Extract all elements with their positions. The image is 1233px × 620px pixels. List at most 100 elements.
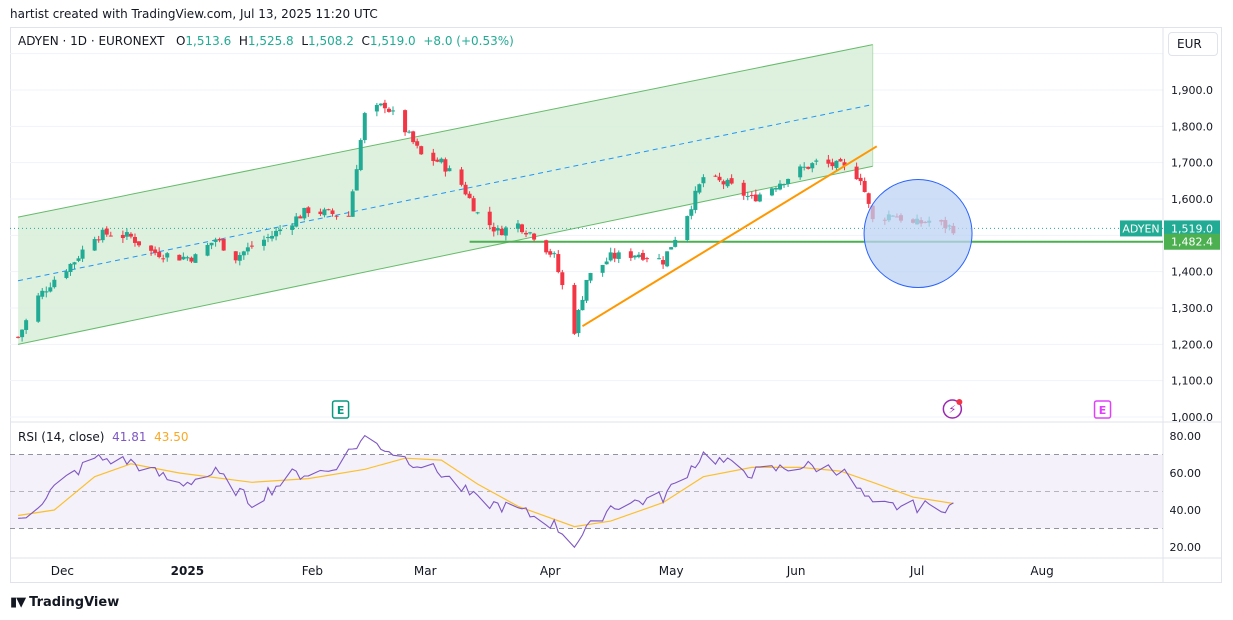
candle-body <box>249 245 254 247</box>
candle-body <box>266 237 271 239</box>
candle-body <box>241 251 246 256</box>
candle-body <box>685 216 690 241</box>
candle-body <box>814 160 819 162</box>
candle-body <box>350 191 355 217</box>
rsi-title: RSI (14, close) <box>18 430 105 444</box>
candle-body <box>459 169 464 185</box>
time-tick-label: 2025 <box>171 564 204 578</box>
candle-body <box>161 258 166 260</box>
candle-body <box>842 162 847 166</box>
candle-body <box>866 193 871 204</box>
candle-body <box>673 239 678 247</box>
candle-body <box>435 159 440 162</box>
candle-body <box>588 273 593 281</box>
candle-body <box>358 140 363 170</box>
candle-body <box>233 251 238 261</box>
candle-body <box>528 232 533 234</box>
candle-body <box>128 233 133 237</box>
candle-body <box>132 236 137 243</box>
candle-body <box>838 159 843 162</box>
candle-body <box>769 188 774 196</box>
price-tick-label: 1,600.0 <box>1171 193 1213 206</box>
candle-body <box>189 257 194 262</box>
close-value: 1,519.0 <box>369 34 416 48</box>
candle-body <box>92 239 97 251</box>
earnings-marker <box>1093 400 1112 419</box>
low-label: L <box>301 34 309 48</box>
channel-lower-line <box>17 165 873 345</box>
candle-body <box>137 241 142 246</box>
candle-body <box>209 242 214 246</box>
highlight-circle <box>863 179 973 289</box>
candle-body <box>411 131 416 143</box>
price-tick-label: 1,900.0 <box>1171 84 1213 97</box>
candle-body <box>330 210 335 215</box>
time-tick-label: Jul <box>909 564 924 578</box>
candle-body <box>572 285 577 334</box>
candle-body <box>270 235 275 239</box>
time-tick-label: Feb <box>302 564 323 578</box>
candle-body <box>205 244 210 256</box>
candle-body <box>374 104 379 112</box>
candle-body <box>467 193 472 199</box>
candle-body <box>749 195 754 197</box>
high-label: H <box>238 34 248 48</box>
candle-body <box>100 229 105 241</box>
candle-body <box>322 209 327 216</box>
candle-body <box>221 239 226 251</box>
time-axis: Dec 2025 Feb Mar Apr May Jun Jul Aug <box>51 564 1054 578</box>
candle-body <box>806 166 811 169</box>
candle-body <box>334 215 339 217</box>
candle-body <box>576 309 581 334</box>
trend-line <box>581 145 878 328</box>
candle-body <box>532 233 537 240</box>
candle-body <box>665 251 670 267</box>
candle-body <box>519 224 524 233</box>
time-tick-label: Dec <box>51 564 74 578</box>
candle-body <box>278 229 283 232</box>
high-value: 1,525.8 <box>247 34 294 48</box>
candle-body <box>24 320 29 330</box>
candle-body <box>830 162 835 167</box>
candle-body <box>669 247 674 250</box>
earnings-marker <box>331 400 350 419</box>
candle-body <box>76 258 81 261</box>
price-tick-label: 1,200.0 <box>1171 338 1213 351</box>
candle-body <box>753 194 758 202</box>
candle-body <box>471 198 476 212</box>
candle-body <box>757 194 762 202</box>
candle-body <box>580 299 585 311</box>
symbol-header: ADYEN · 1D · EURONEXT O1,513.6 H1,525.8 … <box>18 34 514 48</box>
candle-body <box>741 182 746 196</box>
candle-body <box>725 179 730 187</box>
price-tick-label: 1,300.0 <box>1171 302 1213 315</box>
open-value: 1,513.6 <box>185 34 232 48</box>
currency-button[interactable]: EUR <box>1168 32 1218 56</box>
candle-body <box>548 251 553 255</box>
chart-frame <box>10 27 1222 583</box>
candle-body <box>261 239 266 246</box>
candle-body <box>213 239 218 242</box>
candle-body <box>693 190 698 210</box>
time-tick-label: Aug <box>1030 564 1053 578</box>
candle-body <box>810 163 815 169</box>
rsi-value: 41.81 <box>112 430 147 444</box>
price-tick-label: 1,700.0 <box>1171 157 1213 170</box>
candle-body <box>245 247 250 252</box>
candle-body <box>415 141 420 146</box>
candle-body <box>80 249 85 259</box>
candle-body <box>636 254 641 258</box>
candle-body <box>40 290 45 297</box>
candle-body <box>524 232 529 235</box>
candle-body <box>697 184 702 193</box>
price-tick-label: 1,400.0 <box>1171 266 1213 279</box>
support-price-tag-text: 1,482.4 <box>1171 236 1213 249</box>
candle-body <box>447 168 452 172</box>
candle-body <box>290 225 295 230</box>
candle-body <box>419 146 424 155</box>
candle-body <box>306 207 311 214</box>
rsi-legend: RSI (14, close) 41.81 43.50 <box>18 430 188 444</box>
brand-text: TradingView <box>29 595 120 610</box>
candle-body <box>721 181 726 185</box>
